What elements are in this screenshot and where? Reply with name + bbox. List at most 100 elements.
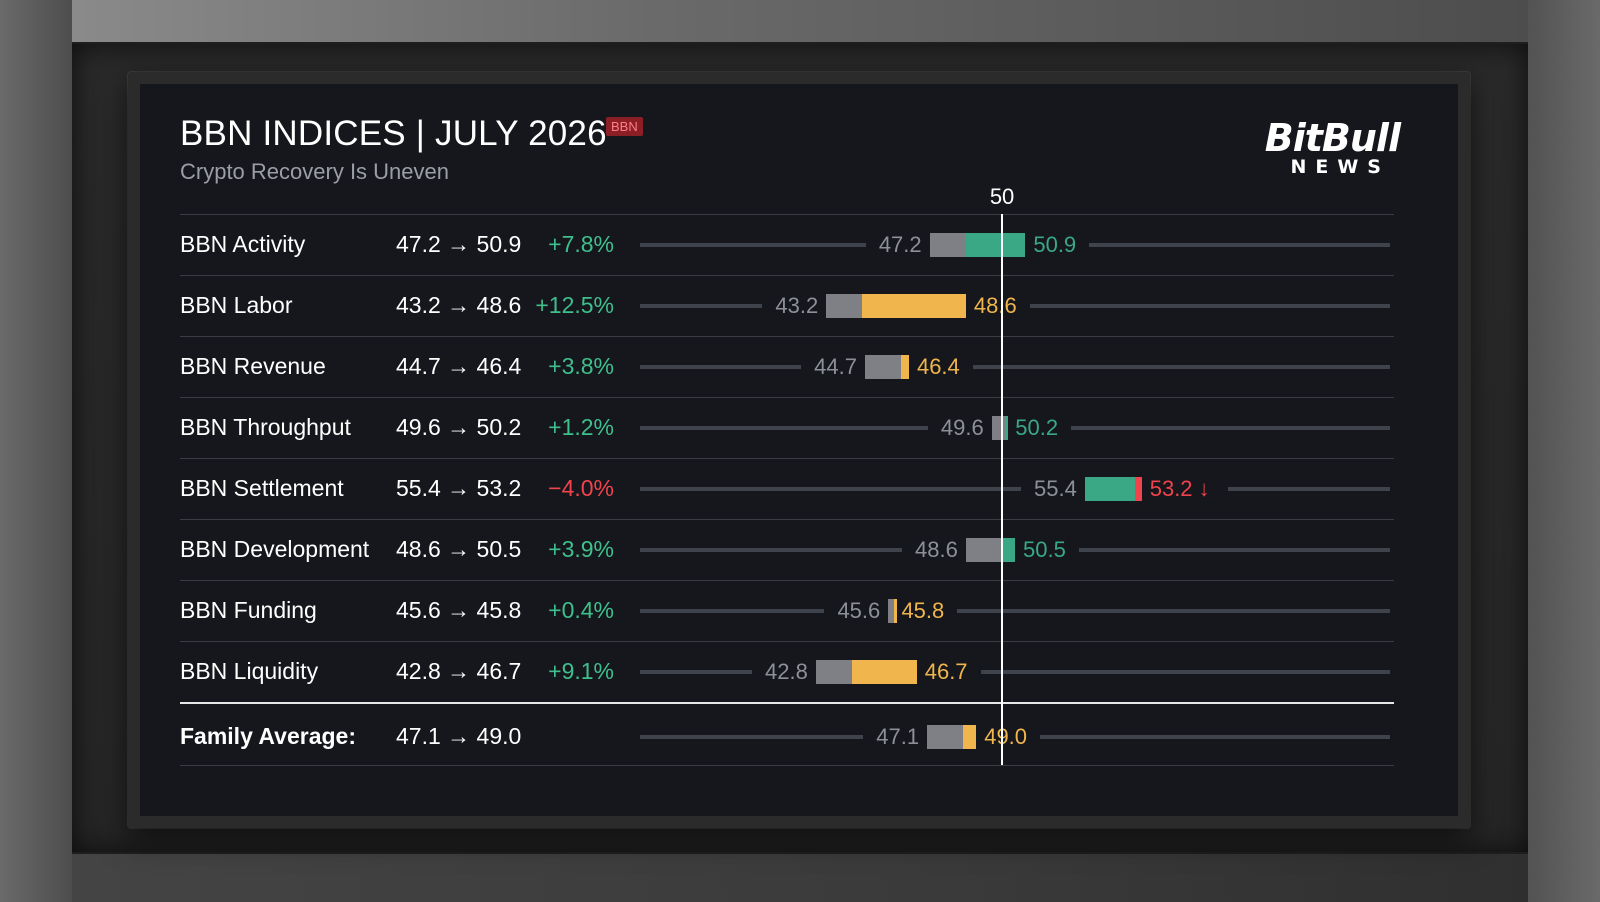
chart-title: BBN INDICES | JULY 2026 (180, 114, 607, 153)
prior-segment (815, 659, 852, 684)
range-bar (901, 354, 909, 379)
prior-segment (929, 232, 966, 257)
track-left (640, 608, 825, 613)
from-value-label: 48.6 (915, 536, 958, 562)
row-values: 55.4 → 53.2 (396, 474, 522, 501)
to-value-label: 46.7 (924, 658, 968, 684)
row-label: BBN Labor (180, 291, 293, 318)
row-divider (180, 458, 1394, 459)
row-label: BBN Activity (180, 230, 306, 257)
row-change: +3.8% (548, 352, 614, 379)
row-values: 47.1 → 49.0 (396, 722, 522, 749)
range-bar (1005, 415, 1009, 440)
row-values: 45.6 → 45.8 (396, 596, 522, 623)
prior-segment (865, 354, 901, 379)
row-label: BBN Revenue (180, 352, 326, 379)
from-value-label: 47.2 (878, 231, 922, 257)
range-bar (963, 724, 977, 749)
bbn-badge: BBN (606, 117, 643, 136)
track-right (1071, 425, 1390, 430)
prior-segment (965, 537, 1002, 562)
row-change: −4.0% (548, 474, 614, 501)
to-value-label: 49.0 (984, 723, 1028, 749)
from-value-label: 47.1 (876, 723, 920, 749)
row-divider (180, 275, 1394, 276)
range-bar (1001, 537, 1015, 562)
track-left (640, 547, 902, 552)
track-right (1029, 303, 1390, 308)
logo-wordmark: BitBull (1264, 116, 1401, 160)
row-values: 42.8 → 46.7 (396, 657, 522, 684)
prior-segment (927, 724, 964, 749)
to-value-label: 50.5 (1023, 536, 1066, 562)
row-values: 48.6 → 50.5 (396, 535, 522, 562)
track-left (640, 242, 866, 247)
row-label: BBN Settlement (180, 474, 344, 501)
row-divider (180, 519, 1394, 520)
summary-divider (180, 702, 1394, 704)
row-change: +12.5% (535, 291, 614, 318)
index-rows: BBN Activity 47.2 → 50.9 +7.8% 47.2 50.9 BBN … (140, 84, 1458, 816)
track-right (1089, 242, 1390, 247)
track-left (640, 734, 864, 739)
from-value-label: 55.4 (1033, 475, 1077, 501)
from-value-label: 45.6 (837, 597, 881, 623)
track-right (972, 364, 1390, 369)
row-label: BBN Throughput (180, 413, 351, 440)
from-value-label: 42.8 (765, 658, 808, 684)
row-divider (180, 580, 1394, 581)
row-change: +0.4% (548, 596, 614, 623)
row-label: BBN Development (180, 535, 370, 562)
to-value-label: 50.2 (1015, 414, 1059, 440)
row-change: +9.1% (548, 657, 614, 684)
track-left (640, 303, 763, 308)
track-right (1040, 734, 1390, 739)
reference-line-50 (1001, 214, 1004, 765)
display-screen: BBN INDICES | JULY 2026 BBN Crypto Recov… (140, 84, 1458, 816)
row-values: 47.2 → 50.9 (396, 230, 522, 257)
bitbull-news-logo: BitBull NEWS (1240, 116, 1401, 182)
to-value-label: 48.6 (973, 292, 1017, 318)
to-value-label: 45.8 (901, 597, 945, 623)
reference-label: 50 (989, 184, 1015, 209)
row-values: 44.7 → 46.4 (396, 352, 522, 379)
track-right (957, 608, 1390, 613)
track-left (640, 364, 801, 369)
range-bar (862, 293, 966, 318)
row-change: +1.2% (548, 413, 614, 440)
row-values: 43.2 → 48.6 (396, 291, 522, 318)
track-left (640, 669, 752, 674)
row-values: 49.6 → 50.2 (396, 413, 522, 440)
from-value-label: 49.6 (940, 414, 984, 440)
logo-subline: NEWS (1290, 156, 1390, 178)
prior-segment (888, 598, 895, 623)
to-value-label: 53.2 ↓ (1149, 475, 1210, 501)
row-divider (180, 641, 1394, 642)
track-left (640, 425, 928, 430)
wall-bottom (72, 852, 1528, 902)
track-right (980, 669, 1390, 674)
wall-top (72, 0, 1528, 44)
track-right (1079, 547, 1390, 552)
track-left (640, 486, 1021, 491)
chart-subtitle: Crypto Recovery Is Uneven (180, 159, 449, 184)
bottom-divider (180, 765, 1394, 766)
track-right (1227, 486, 1390, 491)
range-bar (965, 232, 1026, 257)
range-bar (894, 598, 898, 623)
from-value-label: 43.2 (775, 292, 819, 318)
range-bar (1084, 476, 1142, 501)
row-divider (180, 336, 1394, 337)
row-change: +7.8% (548, 230, 614, 257)
prior-segment (826, 293, 863, 318)
to-value-label: 46.4 (916, 353, 960, 379)
prior-segment (991, 415, 1006, 440)
row-divider (180, 214, 1394, 215)
range-bar (851, 659, 917, 684)
decline-marker (1134, 476, 1142, 501)
summary-label: Family Average: (180, 722, 356, 749)
to-value-label: 50.9 (1033, 231, 1077, 257)
row-label: BBN Liquidity (180, 657, 319, 684)
from-value-label: 44.7 (814, 353, 857, 379)
row-divider (180, 397, 1394, 398)
